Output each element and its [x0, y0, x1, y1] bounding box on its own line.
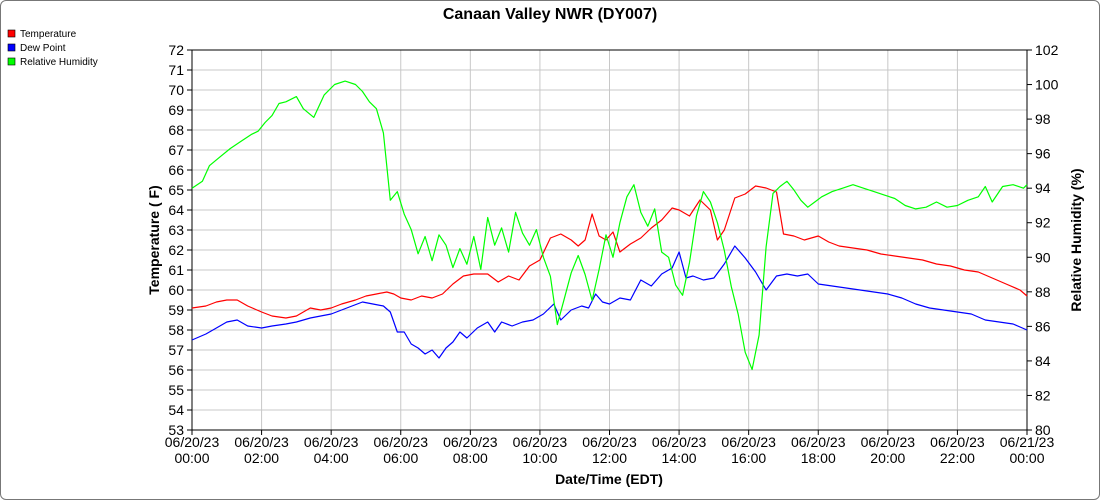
x-tick-time-label: 12:00 — [592, 450, 627, 466]
legend: Temperature Dew Point Relative Humidity — [7, 29, 98, 68]
x-tick-time-label: 06:00 — [383, 450, 418, 466]
left-tick-label: 70 — [168, 82, 184, 98]
x-tick-date-label: 06/20/23 — [930, 434, 985, 450]
right-tick-label: 82 — [1035, 387, 1051, 403]
right-tick-label: 102 — [1035, 42, 1059, 58]
x-tick-time-label: 04:00 — [314, 450, 349, 466]
legend-swatch-relative-humidity — [7, 57, 16, 66]
x-tick-time-label: 10:00 — [522, 450, 557, 466]
temperature-line — [191, 185, 1028, 319]
legend-swatch-temperature — [7, 29, 16, 38]
x-tick-time-label: 14:00 — [662, 450, 697, 466]
x-tick-date-label: 06/20/23 — [443, 434, 498, 450]
left-tick-label: 69 — [168, 102, 184, 118]
x-tick-date-label: 06/20/23 — [304, 434, 359, 450]
x-tick-date-label: 06/20/23 — [513, 434, 568, 450]
x-tick-time-label: 00:00 — [1009, 450, 1044, 466]
left-tick-label: 61 — [168, 262, 184, 278]
right-tick-label: 96 — [1035, 146, 1051, 162]
relative-humidity-line — [191, 80, 1028, 371]
left-tick-label: 66 — [168, 162, 184, 178]
left-tick-label: 59 — [168, 302, 184, 318]
right-tick-label: 80 — [1035, 422, 1051, 438]
legend-label-relative-humidity: Relative Humidity — [20, 57, 98, 68]
x-tick-date-label: 06/20/23 — [652, 434, 707, 450]
x-tick-time-label: 16:00 — [731, 450, 766, 466]
legend-swatch-dew-point — [7, 43, 16, 52]
left-tick-label: 58 — [168, 322, 184, 338]
grid — [191, 49, 1028, 431]
x-tick-date-label: 06/20/23 — [582, 434, 637, 450]
left-tick-label: 63 — [168, 222, 184, 238]
right-tick-label: 94 — [1035, 180, 1051, 196]
left-tick-label: 62 — [168, 242, 184, 258]
x-tick-time-label: 18:00 — [801, 450, 836, 466]
left-tick-label: 71 — [168, 62, 184, 78]
dew-point-line — [191, 245, 1028, 359]
x-tick-date-label: 06/20/23 — [721, 434, 776, 450]
left-axis-ticks: 53 54 55 56 57 58 59 60 61 62 63 64 65 66 67 68 69 70 71 72 — [168, 42, 192, 438]
right-tick-label: 90 — [1035, 249, 1051, 265]
x-tick-date-label: 06/21/23 — [1000, 434, 1055, 450]
y-axis-label: Temperature ( F) — [146, 185, 162, 294]
x-tick-time-label: 00:00 — [174, 450, 209, 466]
x-axis-label: Date/Time (EDT) — [555, 471, 663, 487]
left-tick-label: 65 — [168, 182, 184, 198]
y2-axis-label: Relative Humidity (%) — [1068, 168, 1084, 311]
left-tick-label: 53 — [168, 422, 184, 438]
left-tick-label: 64 — [168, 202, 184, 218]
legend-label-temperature: Temperature — [20, 29, 77, 40]
left-tick-label: 55 — [168, 382, 184, 398]
x-tick-date-label: 06/20/23 — [374, 434, 429, 450]
right-axis-ticks: 80 82 84 86 88 90 92 94 96 98 100 102 — [1027, 42, 1059, 438]
right-tick-label: 88 — [1035, 284, 1051, 300]
left-tick-label: 57 — [168, 342, 184, 358]
x-tick-time-label: 20:00 — [870, 450, 905, 466]
left-tick-label: 67 — [168, 142, 184, 158]
right-tick-label: 86 — [1035, 318, 1051, 334]
right-tick-label: 92 — [1035, 215, 1051, 231]
x-tick-date-label: 06/20/23 — [861, 434, 916, 450]
legend-label-dew-point: Dew Point — [20, 43, 66, 54]
series-lines — [191, 80, 1028, 371]
x-tick-time-label: 08:00 — [453, 450, 488, 466]
x-axis-ticks: 06/20/2300:0006/20/2302:0006/20/2304:000… — [165, 430, 1055, 466]
left-tick-label: 54 — [168, 402, 184, 418]
x-tick-time-label: 02:00 — [244, 450, 279, 466]
right-tick-label: 100 — [1035, 77, 1059, 93]
left-tick-label: 68 — [168, 122, 184, 138]
left-tick-label: 60 — [168, 282, 184, 298]
x-tick-time-label: 22:00 — [940, 450, 975, 466]
x-tick-date-label: 06/20/23 — [234, 434, 289, 450]
x-tick-date-label: 06/20/23 — [791, 434, 846, 450]
left-tick-label: 56 — [168, 362, 184, 378]
right-tick-label: 84 — [1035, 353, 1051, 369]
x-tick-date-label: 06/20/23 — [165, 434, 220, 450]
left-tick-label: 72 — [168, 42, 184, 58]
right-tick-label: 98 — [1035, 111, 1051, 127]
chart-title: Canaan Valley NWR (DY007) — [443, 6, 657, 23]
